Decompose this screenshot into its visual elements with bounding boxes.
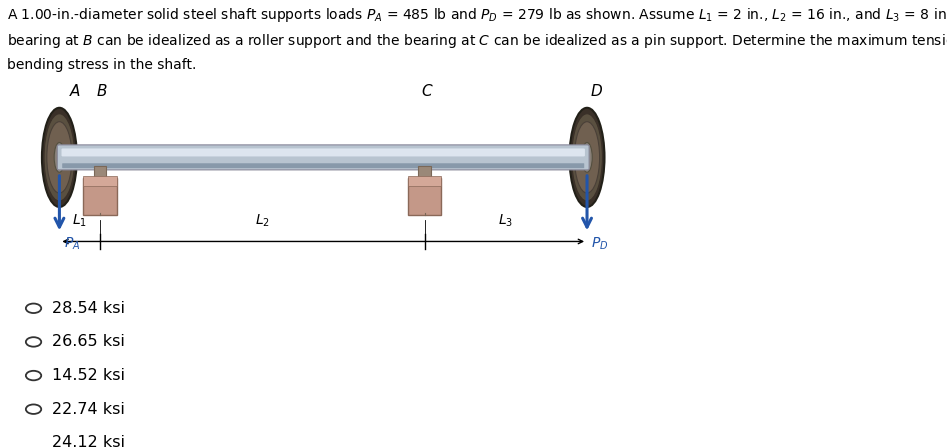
Ellipse shape	[46, 122, 72, 193]
FancyBboxPatch shape	[62, 148, 585, 156]
Ellipse shape	[572, 114, 602, 201]
Ellipse shape	[585, 152, 589, 162]
Text: 28.54 ksi: 28.54 ksi	[52, 301, 125, 316]
Ellipse shape	[42, 108, 77, 207]
Text: B: B	[97, 84, 107, 99]
Circle shape	[26, 304, 42, 313]
Ellipse shape	[54, 142, 64, 172]
Circle shape	[26, 371, 42, 380]
Text: 24.12 ksi: 24.12 ksi	[52, 435, 125, 448]
Text: D: D	[591, 84, 602, 99]
Ellipse shape	[58, 152, 62, 162]
Bar	[94, 167, 106, 178]
Text: A: A	[70, 84, 80, 99]
FancyBboxPatch shape	[408, 178, 441, 215]
Text: 14.52 ksi: 14.52 ksi	[52, 368, 125, 383]
FancyBboxPatch shape	[408, 177, 441, 186]
FancyBboxPatch shape	[58, 145, 589, 170]
Bar	[419, 167, 431, 178]
Text: $P_A$: $P_A$	[63, 236, 80, 252]
Text: A 1.00-in.-diameter solid steel shaft supports loads $P_A$ = 485 lb and $P_D$ = : A 1.00-in.-diameter solid steel shaft su…	[7, 6, 947, 25]
Text: C: C	[421, 84, 432, 99]
Text: 26.65 ksi: 26.65 ksi	[52, 334, 125, 349]
Circle shape	[26, 337, 42, 347]
Text: bending stress in the shaft.: bending stress in the shaft.	[7, 58, 196, 72]
FancyBboxPatch shape	[83, 178, 116, 215]
Ellipse shape	[575, 122, 599, 193]
Ellipse shape	[581, 142, 592, 172]
Ellipse shape	[569, 108, 604, 207]
Text: 22.74 ksi: 22.74 ksi	[52, 402, 125, 417]
Circle shape	[26, 438, 42, 448]
FancyBboxPatch shape	[63, 163, 584, 168]
Ellipse shape	[44, 114, 75, 201]
Text: $L_1$: $L_1$	[72, 213, 87, 229]
Text: $L_2$: $L_2$	[255, 213, 270, 229]
Text: $L_3$: $L_3$	[498, 213, 513, 229]
Circle shape	[26, 405, 42, 414]
Text: $P_D$: $P_D$	[591, 236, 609, 252]
Text: bearing at $B$ can be idealized as a roller support and the bearing at $C$ can b: bearing at $B$ can be idealized as a rol…	[7, 32, 947, 50]
FancyBboxPatch shape	[83, 177, 116, 186]
